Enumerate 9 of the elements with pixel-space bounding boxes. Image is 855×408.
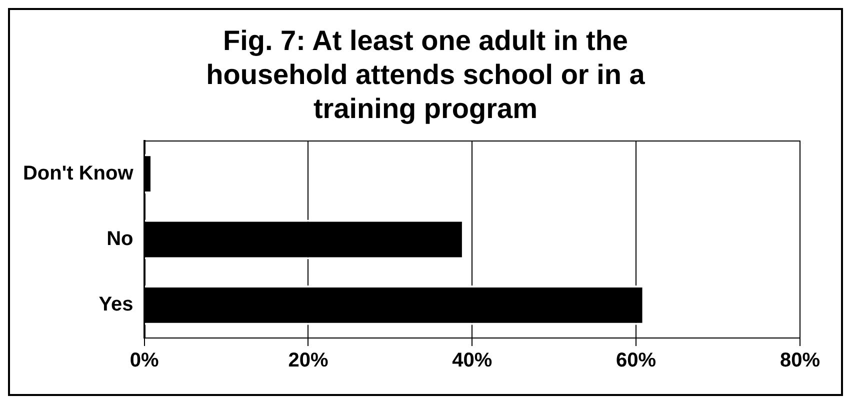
x-tick-label: 60% bbox=[616, 350, 656, 372]
chart-title: Fig. 7: At least one adult in the household attends school or in a training program bbox=[205, 24, 646, 126]
x-tick-label: 40% bbox=[452, 350, 492, 372]
x-tick-label: 80% bbox=[780, 350, 820, 372]
x-tick-label: 0% bbox=[130, 350, 159, 372]
y-tick-label: No bbox=[106, 228, 134, 250]
x-tick-label: 20% bbox=[288, 350, 328, 372]
y-tick-label: Don't Know bbox=[22, 162, 134, 184]
y-tick-label: Yes bbox=[98, 294, 134, 316]
